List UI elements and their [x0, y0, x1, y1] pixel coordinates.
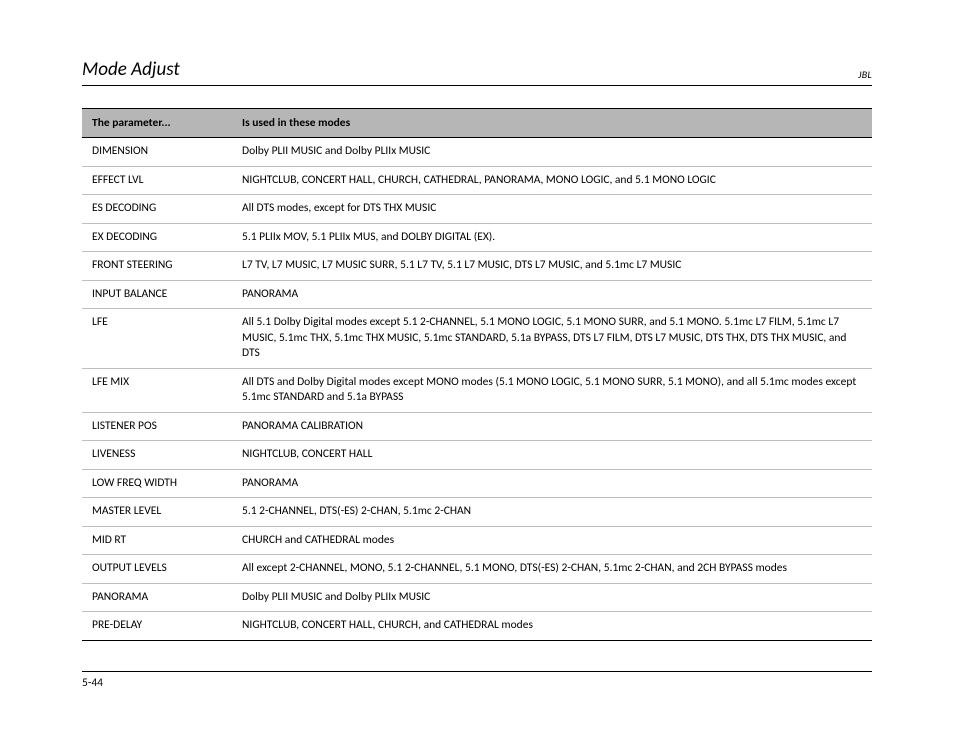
- table-row: OUTPUT LEVELS All except 2-CHANNEL, MONO…: [82, 555, 872, 584]
- cell-modes: PANORAMA: [232, 469, 872, 498]
- cell-parameter: EX DECODING: [82, 223, 232, 252]
- cell-parameter: MID RT: [82, 526, 232, 555]
- table-row: LOW FREQ WIDTH PANORAMA: [82, 469, 872, 498]
- cell-parameter: EFFECT LVL: [82, 166, 232, 195]
- parameters-table: The parameter... Is used in these modes …: [82, 108, 872, 641]
- cell-parameter: LFE MIX: [82, 368, 232, 412]
- column-header-parameter: The parameter...: [82, 109, 232, 138]
- cell-modes: 5.1 2-CHANNEL, DTS(-ES) 2-CHAN, 5.1mc 2-…: [232, 498, 872, 527]
- cell-parameter: LOW FREQ WIDTH: [82, 469, 232, 498]
- cell-modes: All DTS and Dolby Digital modes except M…: [232, 368, 872, 412]
- cell-parameter: LIVENESS: [82, 441, 232, 470]
- table-row: ES DECODING All DTS modes, except for DT…: [82, 195, 872, 224]
- table-row: FRONT STEERING L7 TV, L7 MUSIC, L7 MUSIC…: [82, 252, 872, 281]
- cell-parameter: DIMENSION: [82, 138, 232, 167]
- table-row: LFE All 5.1 Dolby Digital modes except 5…: [82, 309, 872, 369]
- table-row: PANORAMA Dolby PLII MUSIC and Dolby PLII…: [82, 583, 872, 612]
- cell-parameter: LFE: [82, 309, 232, 369]
- column-header-modes: Is used in these modes: [232, 109, 872, 138]
- section-title: Mode Adjust: [82, 58, 180, 81]
- cell-modes: L7 TV, L7 MUSIC, L7 MUSIC SURR, 5.1 L7 T…: [232, 252, 872, 281]
- cell-modes: Dolby PLII MUSIC and Dolby PLIIx MUSIC: [232, 138, 872, 167]
- cell-parameter: MASTER LEVEL: [82, 498, 232, 527]
- cell-modes: All except 2-CHANNEL, MONO, 5.1 2-CHANNE…: [232, 555, 872, 584]
- table-row: MID RT CHURCH and CATHEDRAL modes: [82, 526, 872, 555]
- table-header-row: The parameter... Is used in these modes: [82, 109, 872, 138]
- table-row: LIVENESS NIGHTCLUB, CONCERT HALL: [82, 441, 872, 470]
- table-row: DIMENSION Dolby PLII MUSIC and Dolby PLI…: [82, 138, 872, 167]
- brand-label: JBL: [858, 68, 872, 81]
- table-row: EX DECODING 5.1 PLIIx MOV, 5.1 PLIIx MUS…: [82, 223, 872, 252]
- cell-modes: PANORAMA CALIBRATION: [232, 412, 872, 441]
- cell-modes: Dolby PLII MUSIC and Dolby PLIIx MUSIC: [232, 583, 872, 612]
- page-number: 5-44: [82, 676, 103, 690]
- cell-modes: 5.1 PLIIx MOV, 5.1 PLIIx MUS, and DOLBY …: [232, 223, 872, 252]
- table-row: MASTER LEVEL 5.1 2-CHANNEL, DTS(-ES) 2-C…: [82, 498, 872, 527]
- document-page: Mode Adjust JBL The parameter... Is used…: [0, 0, 954, 738]
- cell-modes: All 5.1 Dolby Digital modes except 5.1 2…: [232, 309, 872, 369]
- table-row: PRE-DELAY NIGHTCLUB, CONCERT HALL, CHURC…: [82, 612, 872, 641]
- table-row: LISTENER POS PANORAMA CALIBRATION: [82, 412, 872, 441]
- cell-modes: NIGHTCLUB, CONCERT HALL, CHURCH, CATHEDR…: [232, 166, 872, 195]
- page-footer: 5-44: [82, 671, 872, 690]
- table-row: LFE MIX All DTS and Dolby Digital modes …: [82, 368, 872, 412]
- cell-parameter: FRONT STEERING: [82, 252, 232, 281]
- cell-modes: NIGHTCLUB, CONCERT HALL, CHURCH, and CAT…: [232, 612, 872, 641]
- cell-modes: All DTS modes, except for DTS THX MUSIC: [232, 195, 872, 224]
- cell-parameter: PANORAMA: [82, 583, 232, 612]
- cell-parameter: LISTENER POS: [82, 412, 232, 441]
- page-header: Mode Adjust JBL: [82, 58, 872, 86]
- table-row: INPUT BALANCE PANORAMA: [82, 280, 872, 309]
- cell-modes: NIGHTCLUB, CONCERT HALL: [232, 441, 872, 470]
- cell-modes: CHURCH and CATHEDRAL modes: [232, 526, 872, 555]
- cell-parameter: PRE-DELAY: [82, 612, 232, 641]
- cell-parameter: OUTPUT LEVELS: [82, 555, 232, 584]
- table-row: EFFECT LVL NIGHTCLUB, CONCERT HALL, CHUR…: [82, 166, 872, 195]
- cell-parameter: INPUT BALANCE: [82, 280, 232, 309]
- cell-parameter: ES DECODING: [82, 195, 232, 224]
- cell-modes: PANORAMA: [232, 280, 872, 309]
